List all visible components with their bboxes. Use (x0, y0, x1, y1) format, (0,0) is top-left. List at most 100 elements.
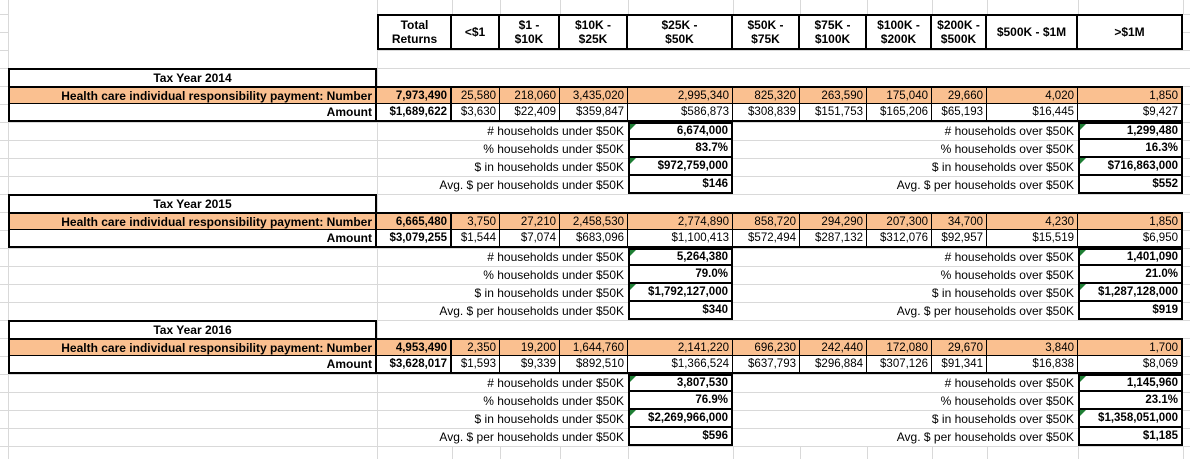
header-cell-lt-1[interactable]: <$1 (452, 14, 500, 50)
amount-cell[interactable]: $6,950 (1078, 230, 1183, 246)
amount-cell[interactable]: $307,126 (867, 356, 932, 372)
amount-cell[interactable]: $3,628,017 (377, 356, 452, 372)
stat-label[interactable]: $ in households under $50K (474, 412, 624, 426)
stat-value[interactable]: 1,145,960 (1078, 374, 1183, 392)
stat-label[interactable]: $ in households over $50K (931, 412, 1074, 426)
header-cell-25k-50k[interactable]: $25K - $50K (628, 14, 733, 50)
amount-cell[interactable]: $1,366,524 (628, 356, 733, 372)
stat-label[interactable]: % households over $50K (940, 142, 1074, 156)
number-cell[interactable]: 207,300 (867, 214, 932, 229)
stat-value[interactable]: $146 (628, 176, 733, 194)
amount-cell[interactable]: $312,076 (867, 230, 932, 246)
stat-value[interactable]: $340 (628, 302, 733, 320)
number-cell[interactable]: 858,720 (733, 214, 800, 229)
number-row-label[interactable]: Health care individual responsibility pa… (8, 340, 377, 355)
number-cell[interactable]: 242,440 (800, 340, 867, 355)
stat-label[interactable]: % households under $50K (483, 268, 624, 282)
amount-cell[interactable]: $892,510 (560, 356, 628, 372)
stat-value[interactable]: 16.3% (1078, 140, 1183, 158)
number-cell[interactable]: 4,953,490 (377, 340, 452, 355)
amount-row-label[interactable]: Amount (8, 230, 377, 246)
stat-label[interactable]: Avg. $ per households over $50K (896, 178, 1074, 192)
amount-cell[interactable]: $1,100,413 (628, 230, 733, 246)
amount-row-label[interactable]: Amount (8, 356, 377, 372)
amount-cell[interactable]: $308,839 (733, 104, 800, 120)
number-cell[interactable]: 172,080 (867, 340, 932, 355)
stat-value[interactable]: 21.0% (1078, 266, 1183, 284)
amount-cell[interactable]: $3,630 (452, 104, 500, 120)
number-row-label[interactable]: Health care individual responsibility pa… (8, 88, 377, 103)
stat-label[interactable]: # households over $50K (944, 124, 1074, 138)
stat-value[interactable]: $716,863,000 (1078, 158, 1183, 176)
number-cell[interactable]: 3,840 (987, 340, 1078, 355)
header-cell-50k-75k[interactable]: $50K - $75K (733, 14, 800, 50)
amount-cell[interactable]: $16,838 (987, 356, 1078, 372)
amount-cell[interactable]: $296,884 (800, 356, 867, 372)
amount-cell[interactable]: $637,793 (733, 356, 800, 372)
stat-label[interactable]: $ in households under $50K (474, 286, 624, 300)
stat-label[interactable]: # households over $50K (944, 250, 1074, 264)
number-cell[interactable]: 29,660 (932, 88, 987, 103)
number-cell[interactable]: 1,850 (1078, 214, 1183, 229)
number-cell[interactable]: 19,200 (500, 340, 560, 355)
amount-cell[interactable]: $92,957 (932, 230, 987, 246)
stat-label[interactable]: $ in households over $50K (931, 286, 1074, 300)
number-row-label[interactable]: Health care individual responsibility pa… (8, 214, 377, 229)
amount-cell[interactable]: $8,069 (1078, 356, 1183, 372)
stat-value[interactable]: $972,759,000 (628, 158, 733, 176)
stat-value[interactable]: 23.1% (1078, 392, 1183, 410)
stat-label[interactable]: % households under $50K (483, 394, 624, 408)
stat-value[interactable]: $919 (1078, 302, 1183, 320)
number-cell[interactable]: 34,700 (932, 214, 987, 229)
year-title-2015[interactable]: Tax Year 2015 (8, 194, 377, 212)
amount-cell[interactable]: $165,206 (867, 104, 932, 120)
amount-cell[interactable]: $9,339 (500, 356, 560, 372)
stat-value[interactable]: 1,299,480 (1078, 122, 1183, 140)
amount-cell[interactable]: $359,847 (560, 104, 628, 120)
year-title-2016[interactable]: Tax Year 2016 (8, 320, 377, 338)
stat-value[interactable]: 83.7% (628, 140, 733, 158)
stat-label[interactable]: Avg. $ per households under $50K (439, 304, 624, 318)
header-cell-1-10k[interactable]: $1 - $10K (500, 14, 560, 50)
amount-cell[interactable]: $683,096 (560, 230, 628, 246)
header-cell-75k-100k[interactable]: $75K - $100K (800, 14, 867, 50)
number-cell[interactable]: 25,580 (452, 88, 500, 103)
number-cell[interactable]: 825,320 (733, 88, 800, 103)
stat-label[interactable]: Avg. $ per households over $50K (896, 304, 1074, 318)
number-cell[interactable]: 4,020 (987, 88, 1078, 103)
stat-value[interactable]: 79.0% (628, 266, 733, 284)
number-cell[interactable]: 27,210 (500, 214, 560, 229)
stat-label[interactable]: Avg. $ per households under $50K (439, 430, 624, 444)
stat-label[interactable]: # households under $50K (487, 124, 624, 138)
amount-cell[interactable]: $287,132 (800, 230, 867, 246)
stat-label[interactable]: % households over $50K (940, 268, 1074, 282)
header-cell-200k-500k[interactable]: $200K - $500K (932, 14, 987, 50)
number-cell[interactable]: 1,850 (1078, 88, 1183, 103)
number-cell[interactable]: 3,435,020 (560, 88, 628, 103)
stat-value[interactable]: $596 (628, 428, 733, 446)
stat-label[interactable]: % households under $50K (483, 142, 624, 156)
number-cell[interactable]: 2,458,530 (560, 214, 628, 229)
number-cell[interactable]: 2,774,890 (628, 214, 733, 229)
amount-cell[interactable]: $151,753 (800, 104, 867, 120)
stat-value[interactable]: 5,264,380 (628, 248, 733, 266)
number-cell[interactable]: 1,700 (1078, 340, 1183, 355)
stat-label[interactable]: # households over $50K (944, 376, 1074, 390)
amount-cell[interactable]: $65,193 (932, 104, 987, 120)
number-cell[interactable]: 7,973,490 (377, 88, 452, 103)
amount-cell[interactable]: $1,593 (452, 356, 500, 372)
amount-cell[interactable]: $7,074 (500, 230, 560, 246)
number-cell[interactable]: 6,665,480 (377, 214, 452, 229)
stat-value[interactable]: $1,792,127,000 (628, 284, 733, 302)
stat-value[interactable]: $552 (1078, 176, 1183, 194)
header-cell-100k-200k[interactable]: $100K - $200K (867, 14, 932, 50)
stat-label[interactable]: Avg. $ per households under $50K (439, 178, 624, 192)
header-cell-500k-1m[interactable]: $500K - $1M (987, 14, 1078, 50)
amount-cell[interactable]: $15,519 (987, 230, 1078, 246)
stat-label[interactable]: # households under $50K (487, 376, 624, 390)
header-cell-10k-25k[interactable]: $10K - $25K (560, 14, 628, 50)
amount-cell[interactable]: $16,445 (987, 104, 1078, 120)
number-cell[interactable]: 175,040 (867, 88, 932, 103)
number-cell[interactable]: 2,350 (452, 340, 500, 355)
stat-value[interactable]: $2,269,966,000 (628, 410, 733, 428)
